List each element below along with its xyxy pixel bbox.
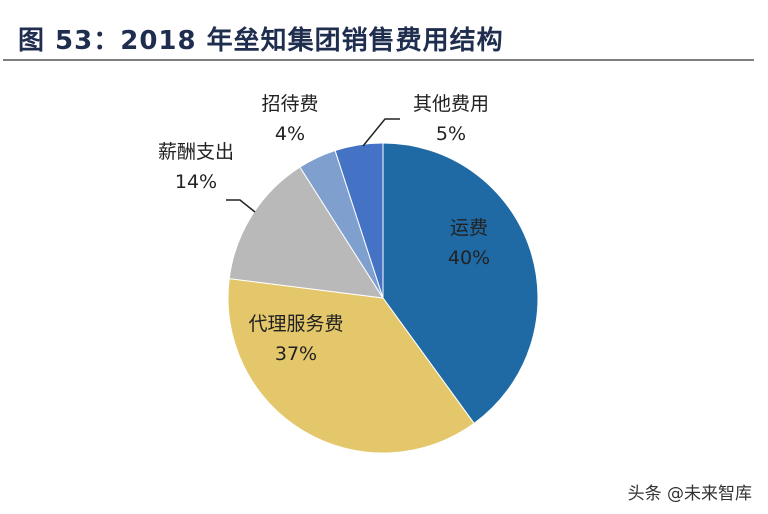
slice-value-label: 40%	[448, 247, 490, 269]
title-divider	[3, 59, 754, 61]
slice-label: 招待费	[261, 93, 318, 115]
slice-label: 代理服务费	[248, 313, 343, 335]
slice-value-label: 14%	[175, 171, 217, 193]
leader-line	[226, 199, 256, 213]
watermark: 头条 @未来智库	[627, 484, 752, 504]
slice-label: 其他费用	[413, 93, 489, 115]
chart-title: 图 53：2018 年垒知集团销售费用结构	[18, 26, 504, 56]
pie-slice-1	[227, 278, 475, 454]
pie-slice-0	[382, 142, 539, 425]
slice-label: 薪酬支出	[158, 141, 234, 163]
slice-value-label: 5%	[436, 123, 466, 145]
slice-value-label: 37%	[275, 343, 317, 365]
slice-value-label: 4%	[275, 123, 305, 145]
pie-slice-2	[228, 166, 384, 299]
pie-slice-4	[334, 142, 384, 299]
leader-line	[362, 118, 400, 147]
slice-label: 运费	[450, 217, 488, 239]
